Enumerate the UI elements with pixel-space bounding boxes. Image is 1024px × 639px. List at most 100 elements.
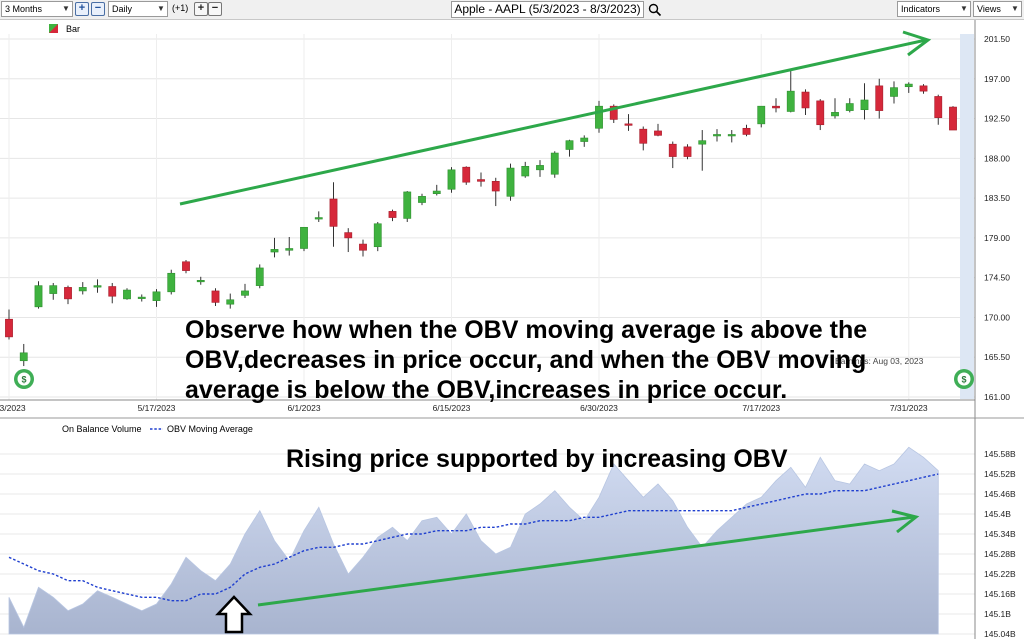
dividend-marker-left[interactable]: $ — [14, 369, 34, 389]
candle — [860, 83, 869, 120]
candle — [934, 94, 943, 125]
candle-body-down — [949, 106, 957, 131]
search-icon[interactable] — [648, 3, 662, 17]
candle — [904, 82, 913, 93]
obv-y-tick-label: 145.28B — [984, 549, 1016, 559]
interval-select[interactable]: Daily ▼ — [108, 1, 168, 17]
views-menu[interactable]: Views ▼ — [973, 1, 1022, 17]
candle-body-up — [860, 99, 869, 111]
indicators-menu[interactable]: Indicators ▼ — [897, 1, 971, 17]
candle — [890, 81, 898, 104]
candle-body-up — [255, 267, 264, 286]
price-legend: Bar — [49, 24, 80, 34]
candle-body-down — [654, 130, 662, 136]
chevron-down-icon: ▼ — [157, 4, 165, 13]
candle-body-down — [934, 96, 943, 118]
price-annotation: Observe how when the OBV moving average … — [185, 316, 874, 404]
add-symbol-button[interactable]: + — [194, 2, 208, 16]
indicators-label: Indicators — [901, 4, 941, 14]
dividend-symbol: $ — [21, 375, 26, 385]
obv-y-tick-label: 145.22B — [984, 569, 1016, 579]
obv-legend: On Balance Volume OBV Moving Average — [62, 424, 253, 434]
candle-body-up — [550, 152, 559, 175]
candle — [49, 282, 58, 300]
candle-body-down — [668, 143, 677, 157]
candle-body-up — [418, 196, 426, 203]
candle — [108, 282, 117, 304]
price-y-tick-label: 179.00 — [984, 233, 1010, 243]
candle — [949, 106, 957, 131]
candlestick-series — [5, 69, 957, 367]
obv-trend-line — [257, 515, 915, 607]
zoom-out-button[interactable]: − — [91, 2, 105, 16]
obv-y-tick-label: 145.46B — [984, 489, 1016, 499]
candle-body-up — [19, 352, 28, 362]
price-x-tick-label: 7/31/2023 — [890, 403, 928, 413]
ma-legend-label: OBV Moving Average — [167, 424, 253, 434]
candle — [845, 98, 854, 113]
price-x-tick-label: 5/3/2023 — [0, 403, 26, 413]
candle — [359, 239, 367, 257]
candle — [727, 130, 736, 143]
bar-legend-swatch-down — [49, 24, 58, 33]
candle — [211, 288, 220, 306]
chevron-down-icon: ▼ — [960, 4, 968, 13]
candle — [742, 124, 751, 137]
annotation-line-2: OBV,decreases in price occur, and when t… — [185, 346, 866, 374]
candle-body-down — [624, 123, 633, 126]
candle-body-up — [713, 134, 721, 137]
candle-body-down — [5, 318, 13, 338]
price-trend-line — [179, 38, 927, 206]
candle-body-up — [506, 167, 515, 197]
zoom-in-button[interactable]: + — [75, 2, 89, 16]
candle — [255, 264, 264, 289]
candle-body-down — [359, 243, 367, 251]
candle-body-up — [196, 280, 205, 283]
candle — [182, 259, 190, 274]
dividend-icon-inner — [17, 372, 31, 386]
candle-body-down — [801, 91, 810, 109]
dividend-symbol: $ — [961, 375, 966, 385]
price-x-tick-label: 5/17/2023 — [138, 403, 176, 413]
arrowhead-icon — [902, 30, 932, 57]
candle-body-up — [49, 285, 58, 294]
price-y-tick-label: 170.00 — [984, 312, 1010, 322]
obv-area — [8, 446, 939, 635]
chevron-down-icon: ▼ — [1011, 4, 1019, 13]
candle — [447, 167, 456, 193]
candle-body-up — [890, 87, 898, 97]
toolbar: 3 Months ▼ + − Daily ▼ (+1) + − Apple - … — [0, 0, 1024, 20]
dividend-marker-right[interactable]: $ — [954, 369, 974, 389]
obv-y-tick-label: 145.52B — [984, 469, 1016, 479]
candle-body-up — [226, 299, 235, 305]
candle — [78, 282, 87, 295]
price-y-tick-label: 165.50 — [984, 352, 1010, 362]
candle-body-up — [904, 83, 913, 88]
candle-body-up — [521, 165, 530, 177]
candle — [241, 283, 249, 298]
candle-body-up — [432, 190, 441, 194]
candle-body-up — [757, 105, 766, 125]
candle — [580, 135, 589, 147]
remove-symbol-button[interactable]: − — [208, 2, 222, 16]
candle — [152, 289, 161, 307]
candle — [329, 182, 338, 247]
candle — [196, 276, 205, 285]
candle-body-down — [462, 166, 471, 183]
candle-body-down — [816, 100, 825, 126]
candle — [786, 69, 795, 113]
obv-y-tick-label: 145.16B — [984, 589, 1016, 599]
candle — [565, 139, 574, 157]
candle-body-up — [167, 272, 176, 293]
candle — [226, 293, 235, 309]
candle-body-up — [727, 134, 736, 137]
candle — [536, 160, 544, 177]
annotation-line-3: average is below the OBV,increases in pr… — [185, 376, 787, 404]
earnings-label: Earnings: Aug 03, 2023 — [835, 356, 924, 366]
period-select[interactable]: 3 Months ▼ — [1, 1, 73, 17]
candle-body-up — [270, 249, 279, 253]
candle — [462, 166, 471, 185]
candle — [137, 294, 146, 302]
symbol-input[interactable]: Apple - AAPL (5/3/2023 - 8/3/2023) — [451, 1, 644, 18]
